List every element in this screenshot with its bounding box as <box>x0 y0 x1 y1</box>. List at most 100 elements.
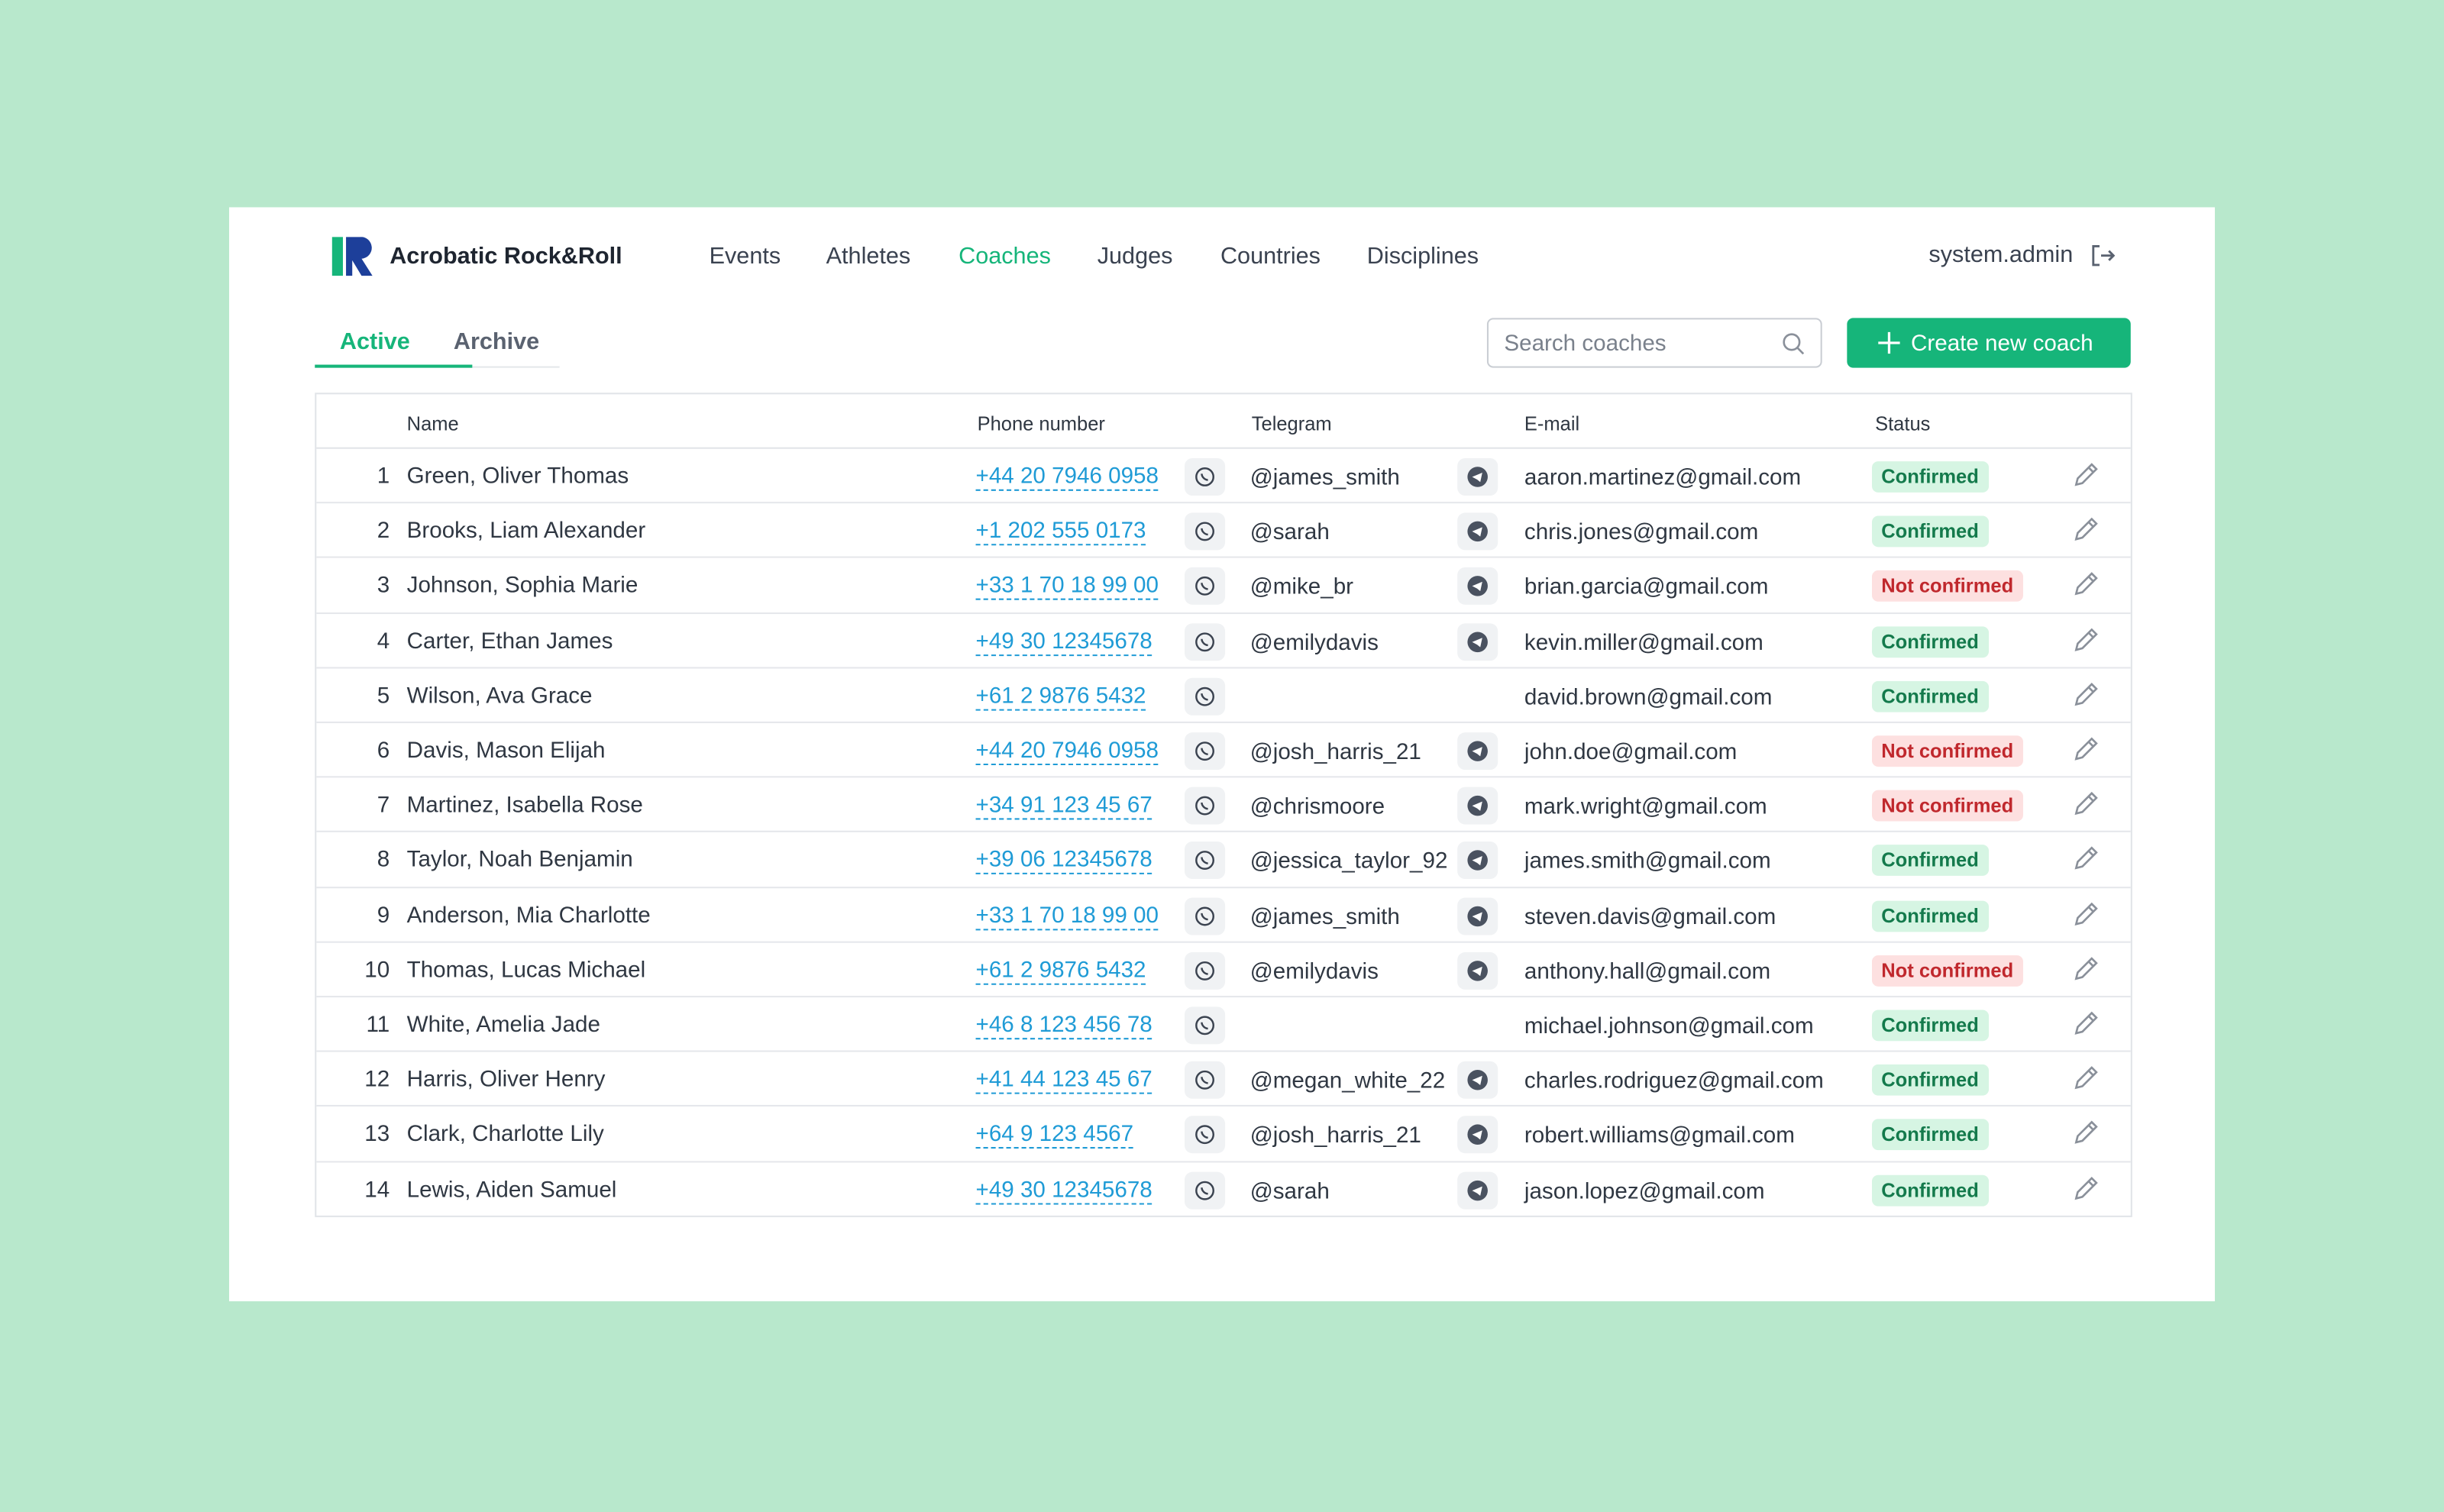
edit-button[interactable] <box>2071 845 2100 874</box>
whatsapp-icon[interactable] <box>1185 842 1226 880</box>
phone-link[interactable]: +1 202 555 0173 <box>975 519 1146 546</box>
whatsapp-icon[interactable] <box>1185 951 1226 990</box>
telegram-icon[interactable] <box>1457 842 1498 880</box>
telegram-icon[interactable] <box>1457 457 1498 496</box>
nav-item[interactable]: Athletes <box>826 243 911 270</box>
telegram-icon[interactable] <box>1457 787 1498 825</box>
edit-button[interactable] <box>2071 1119 2100 1148</box>
telegram-handle: @chrismoore <box>1249 795 1385 820</box>
nav-item[interactable]: Disciplines <box>1366 243 1479 270</box>
nav-item[interactable]: Judges <box>1097 243 1173 270</box>
create-button[interactable]: Create new coach <box>1847 318 2131 368</box>
edit-button[interactable] <box>2071 900 2100 929</box>
coach-name: Carter, Ethan James <box>406 628 613 654</box>
phone-link[interactable]: +44 20 7946 0958 <box>975 738 1159 766</box>
phone-link[interactable]: +61 2 9876 5432 <box>975 683 1146 711</box>
status-badge: Confirmed <box>1872 1119 1989 1151</box>
edit-button[interactable] <box>2071 955 2100 984</box>
whatsapp-icon[interactable] <box>1185 457 1226 496</box>
nav-item[interactable]: Coaches <box>959 243 1051 270</box>
status-badge: Confirmed <box>1872 845 1989 877</box>
phone-link[interactable]: +34 91 123 45 67 <box>975 793 1152 820</box>
status-badge: Confirmed <box>1872 515 1989 548</box>
phone-link[interactable]: +33 1 70 18 99 00 <box>975 903 1159 930</box>
whatsapp-icon[interactable] <box>1185 787 1226 825</box>
whatsapp-icon[interactable] <box>1185 897 1226 935</box>
row-number: 2 <box>377 519 390 544</box>
status-badge: Not confirmed <box>1872 790 2023 822</box>
nav-item[interactable]: Events <box>709 243 781 270</box>
telegram-icon[interactable] <box>1457 622 1498 661</box>
telegram-icon[interactable] <box>1457 732 1498 771</box>
edit-button[interactable] <box>2071 1010 2100 1038</box>
edit-button[interactable] <box>2071 735 2100 764</box>
coach-name: Thomas, Lucas Michael <box>406 958 646 984</box>
row-number: 14 <box>364 1178 390 1203</box>
phone-link[interactable]: +46 8 123 456 78 <box>975 1013 1152 1040</box>
edit-button[interactable] <box>2071 790 2100 819</box>
row-number: 6 <box>377 738 390 764</box>
search-box[interactable]: Search coaches <box>1486 318 1822 368</box>
telegram-icon[interactable] <box>1457 897 1498 935</box>
table-row: 10 Thomas, Lucas Michael +61 2 9876 5432 @e… <box>316 942 2131 998</box>
whatsapp-icon[interactable] <box>1185 622 1226 661</box>
telegram-icon[interactable] <box>1457 1171 1498 1209</box>
edit-button[interactable] <box>2071 626 2100 654</box>
coach-name: Davis, Mason Elijah <box>406 738 606 764</box>
column-header: E-mail <box>1524 412 1580 435</box>
coach-name: Green, Oliver Thomas <box>406 464 629 489</box>
edit-button[interactable] <box>2071 680 2100 709</box>
nav-item[interactable]: Countries <box>1220 243 1321 270</box>
tab[interactable]: Active <box>339 328 410 356</box>
whatsapp-icon[interactable] <box>1185 1116 1226 1154</box>
phone-link[interactable]: +61 2 9876 5432 <box>975 958 1146 985</box>
email: aaron.martinez@gmail.com <box>1524 466 1802 491</box>
header-divider <box>316 447 2131 449</box>
whatsapp-icon[interactable] <box>1185 1061 1226 1100</box>
edit-button[interactable] <box>2071 461 2100 489</box>
email: michael.johnson@gmail.com <box>1524 1014 1814 1040</box>
table-row: 7 Martinez, Isabella Rose +34 91 123 45 67… <box>316 778 2131 833</box>
phone-link[interactable]: +64 9 123 4567 <box>975 1123 1134 1149</box>
telegram-icon[interactable] <box>1457 567 1498 606</box>
column-header: Phone number <box>977 412 1105 435</box>
plus-icon <box>1878 331 1900 354</box>
row-number: 5 <box>377 683 390 709</box>
whatsapp-icon[interactable] <box>1185 512 1226 551</box>
row-number: 12 <box>364 1068 390 1093</box>
table-row: 11 White, Amelia Jade +46 8 123 456 78 mich… <box>316 997 2131 1052</box>
row-number: 3 <box>377 573 390 599</box>
telegram-icon[interactable] <box>1457 951 1498 990</box>
phone-link[interactable]: +41 44 123 45 67 <box>975 1068 1152 1095</box>
telegram-icon[interactable] <box>1457 1061 1498 1100</box>
phone-link[interactable]: +49 30 12345678 <box>975 1178 1152 1204</box>
tab[interactable]: Archive <box>453 328 540 356</box>
whatsapp-icon[interactable] <box>1185 1006 1226 1045</box>
whatsapp-icon[interactable] <box>1185 677 1226 716</box>
row-number: 10 <box>364 958 390 984</box>
email: anthony.hall@gmail.com <box>1524 959 1771 985</box>
logout-icon[interactable] <box>2090 243 2116 268</box>
email: steven.davis@gmail.com <box>1524 904 1776 930</box>
phone-link[interactable]: +44 20 7946 0958 <box>975 464 1159 491</box>
whatsapp-icon[interactable] <box>1185 567 1226 606</box>
edit-button[interactable] <box>2071 571 2100 599</box>
coach-name: Clark, Charlotte Lily <box>406 1123 604 1148</box>
email: john.doe@gmail.com <box>1524 740 1738 766</box>
telegram-icon[interactable] <box>1457 512 1498 551</box>
table-row: 5 Wilson, Ava Grace +61 2 9876 5432 david.b… <box>316 668 2131 723</box>
phone-link[interactable]: +49 30 12345678 <box>975 629 1152 656</box>
phone-link[interactable]: +39 06 12345678 <box>975 848 1152 875</box>
telegram-handle: @megan_white_22 <box>1249 1069 1446 1095</box>
edit-button[interactable] <box>2071 516 2100 544</box>
telegram-handle: @sarah <box>1249 521 1330 546</box>
edit-button[interactable] <box>2071 1065 2100 1093</box>
status-badge: Confirmed <box>1872 680 1989 712</box>
telegram-icon[interactable] <box>1457 1116 1498 1154</box>
whatsapp-icon[interactable] <box>1185 1171 1226 1209</box>
whatsapp-icon[interactable] <box>1185 732 1226 771</box>
edit-button[interactable] <box>2071 1174 2100 1203</box>
coach-name: Martinez, Isabella Rose <box>406 793 643 819</box>
table-row: 14 Lewis, Aiden Samuel +49 30 12345678 @sar… <box>316 1162 2130 1217</box>
phone-link[interactable]: +33 1 70 18 99 00 <box>975 574 1159 601</box>
